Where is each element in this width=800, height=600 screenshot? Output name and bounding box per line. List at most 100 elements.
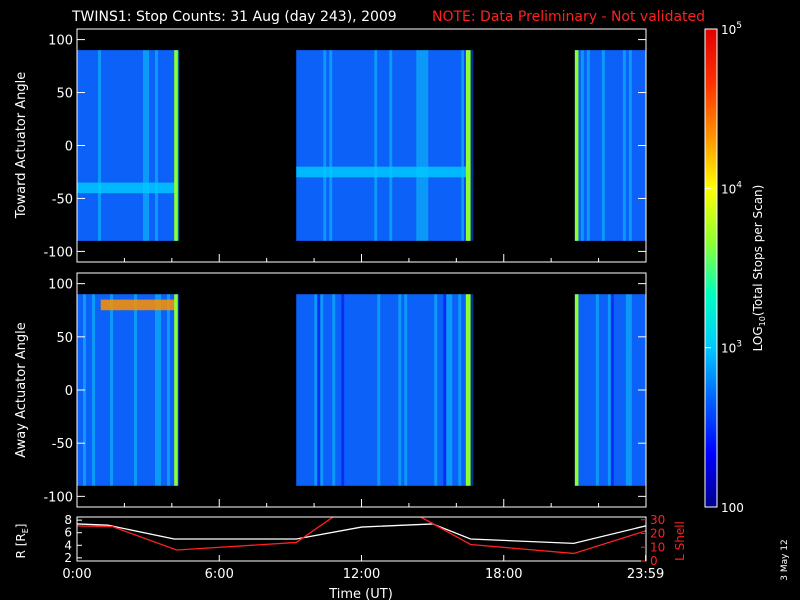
streak	[577, 50, 581, 241]
streak	[158, 294, 161, 486]
streak	[356, 294, 360, 486]
streak	[353, 50, 357, 241]
streak	[461, 50, 465, 241]
streak	[308, 50, 312, 241]
streak	[350, 50, 354, 241]
streak	[598, 294, 602, 486]
streak	[443, 50, 447, 241]
feature-edge	[465, 50, 471, 241]
y2tick-label: 20	[650, 527, 665, 541]
streak	[377, 50, 381, 241]
streak	[155, 294, 158, 486]
streak	[104, 294, 107, 486]
streak	[389, 50, 393, 241]
xtick-label: 0:00	[62, 567, 91, 582]
streak	[347, 294, 351, 486]
streak	[152, 50, 155, 241]
streak	[332, 294, 336, 486]
streak	[326, 50, 330, 241]
orbit-ylabel-main: R [R	[14, 533, 28, 558]
streak	[164, 50, 167, 241]
streak	[613, 294, 617, 486]
ytick-label: 2	[64, 551, 72, 565]
streak	[362, 50, 366, 241]
feature-edge	[574, 294, 579, 486]
streak	[380, 50, 384, 241]
streak	[622, 50, 626, 241]
streak	[407, 294, 411, 486]
streak	[113, 294, 116, 486]
streak	[368, 50, 372, 241]
streak	[137, 294, 140, 486]
streak	[122, 294, 125, 486]
streak	[314, 294, 318, 486]
cb-tick-base: 10	[721, 23, 736, 37]
streak	[95, 294, 98, 486]
streak	[356, 50, 360, 241]
away-y-axis: 100 50 0 -50 -100	[43, 278, 647, 507]
streak	[149, 294, 152, 486]
streak	[401, 50, 405, 241]
colorbar-gradient	[705, 29, 717, 507]
streak	[470, 50, 474, 241]
feature-band	[100, 299, 177, 311]
streak	[437, 50, 441, 241]
streak	[598, 50, 602, 241]
streak	[616, 50, 620, 241]
streak	[422, 294, 426, 486]
streak	[86, 50, 89, 241]
streak	[371, 294, 375, 486]
colorbar-label: LOG10(Total Stops per Scan)	[751, 185, 767, 352]
streak	[167, 294, 170, 486]
streak	[95, 50, 98, 241]
streak	[577, 294, 581, 486]
toward-y-axis: 100 50 0 -50 -100	[43, 34, 647, 262]
streak	[98, 50, 101, 241]
streak	[419, 294, 423, 486]
streak	[595, 50, 599, 241]
streak	[604, 294, 608, 486]
streak	[386, 50, 390, 241]
orbit-ylabel-sub: E	[21, 528, 30, 533]
streak	[410, 50, 414, 241]
streak	[410, 294, 414, 486]
streak	[116, 294, 119, 486]
streak	[392, 50, 396, 241]
ytick-label: 4	[64, 538, 72, 552]
y2tick-label: 30	[650, 513, 665, 527]
cb-tick-exp: 4	[736, 180, 742, 190]
streak	[332, 50, 336, 241]
streak	[131, 294, 134, 486]
streak	[407, 50, 411, 241]
streak	[631, 294, 635, 486]
streak	[320, 294, 324, 486]
streak	[607, 50, 611, 241]
cb-tick-label: 104	[721, 180, 742, 196]
chart-title: TWINS1: Stop Counts: 31 Aug (day 243), 2…	[71, 9, 397, 25]
streak	[365, 50, 369, 241]
streak	[601, 50, 605, 241]
feature-band	[296, 166, 471, 178]
streak	[323, 50, 327, 241]
xtick-label: 6:00	[205, 567, 234, 582]
streak	[425, 294, 429, 486]
streak	[416, 294, 420, 486]
streak	[634, 294, 638, 486]
streak	[589, 294, 593, 486]
streak	[338, 50, 342, 241]
ytick-label: 50	[56, 331, 73, 346]
ytick-label: -50	[52, 192, 73, 207]
xtick-label: 12:00	[343, 567, 380, 582]
ytick-label: 8	[64, 513, 72, 527]
away-ylabel: Away Actuator Angle	[14, 322, 29, 457]
streak	[464, 50, 468, 241]
streak	[116, 50, 119, 241]
streak	[607, 294, 611, 486]
streak	[317, 50, 321, 241]
streak	[431, 50, 435, 241]
colorbar-label-log: LOG	[751, 326, 765, 351]
streak	[380, 294, 384, 486]
ytick-label: -100	[43, 490, 73, 505]
y2tick-label: 0	[650, 554, 658, 568]
